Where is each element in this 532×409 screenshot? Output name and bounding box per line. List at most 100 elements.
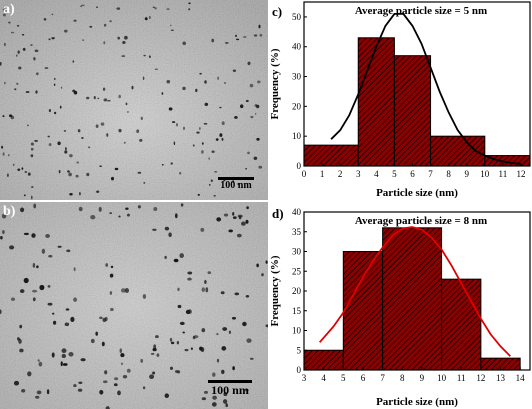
x-tick-label: 3	[356, 169, 361, 179]
nanoparticle	[169, 337, 173, 342]
nanoparticle	[201, 397, 207, 401]
nanoparticle	[9, 245, 15, 250]
nanoparticle	[195, 88, 198, 93]
y-axis-label: Frequency (%)	[269, 48, 281, 119]
nanoparticle	[51, 37, 55, 40]
nanoparticle	[64, 148, 67, 151]
nanoparticle	[31, 186, 34, 189]
nanoparticle	[23, 194, 26, 197]
nanoparticle	[164, 226, 170, 231]
nanoparticle	[121, 362, 123, 365]
nanoparticle	[216, 333, 219, 336]
nanoparticle	[204, 280, 207, 284]
x-tick-label: 10	[437, 373, 447, 383]
nanoparticle	[116, 7, 121, 10]
nanoparticle	[60, 86, 63, 89]
nanoparticle	[232, 366, 235, 371]
nanoparticle	[149, 374, 155, 379]
nanoparticle	[142, 76, 145, 81]
nanoparticle	[265, 260, 268, 264]
nanoparticle	[254, 113, 257, 115]
y-tick-label: 50	[292, 12, 302, 22]
nanoparticle	[131, 85, 134, 90]
nanoparticle	[122, 375, 128, 379]
nanoparticle	[53, 111, 57, 115]
nanoparticle	[168, 107, 173, 111]
nanoparticle	[36, 390, 42, 395]
nanoparticle	[61, 353, 66, 359]
nanoparticle	[119, 348, 122, 353]
nanoparticle	[109, 20, 112, 23]
nanoparticle	[21, 389, 26, 393]
nanoparticle	[212, 395, 217, 400]
nanoparticle	[73, 90, 78, 95]
nanoparticle	[103, 98, 108, 102]
x-tick-label: 11	[499, 169, 508, 179]
y-tick-label: 10	[292, 326, 302, 336]
nanoparticle	[3, 13, 6, 17]
nanoparticle	[201, 328, 206, 333]
nanoparticle	[86, 172, 90, 177]
nanoparticle	[47, 302, 53, 306]
x-tick-label: 9	[464, 169, 469, 179]
nanoparticle	[261, 273, 264, 277]
nanoparticle	[174, 370, 179, 373]
x-axis-label: Particle size (nm)	[376, 396, 458, 408]
chart-title: Average particle size = 8 nm	[355, 215, 487, 227]
nanoparticle	[69, 193, 73, 196]
nanoparticle	[221, 137, 224, 141]
y-tick-label: 10	[292, 131, 302, 141]
nanoparticle	[110, 265, 114, 269]
nanoparticle	[173, 141, 176, 145]
nanoparticle	[241, 221, 246, 226]
nanoparticle	[161, 92, 164, 95]
nanoparticle	[73, 384, 77, 388]
nanoparticle	[223, 392, 228, 397]
nanoparticle	[170, 29, 174, 32]
nanoparticle	[114, 167, 119, 171]
nanoparticle	[245, 167, 248, 170]
nanoparticle	[21, 34, 25, 36]
nanoparticle	[224, 42, 229, 44]
nanoparticle	[8, 114, 13, 118]
x-tick-label: 12	[476, 373, 485, 383]
x-tick-label: 14	[516, 373, 526, 383]
nanoparticle	[68, 352, 74, 357]
nanoparticle	[68, 172, 72, 177]
y-tick-label: 15	[292, 306, 302, 316]
nanoparticle	[109, 291, 113, 295]
nanoparticle	[53, 77, 56, 81]
nanoparticle	[225, 403, 228, 408]
nanoparticle	[204, 102, 209, 107]
y-tick-label: 40	[292, 207, 302, 217]
nanoparticle	[20, 207, 25, 213]
nanoparticle	[105, 406, 110, 409]
nanoparticle	[250, 115, 254, 119]
nanoparticle	[156, 353, 160, 357]
nanoparticle	[246, 338, 252, 343]
nanoparticle	[152, 6, 155, 9]
nanoparticle	[139, 138, 143, 142]
nanoparticle	[95, 331, 99, 336]
histogram-bar	[303, 144, 359, 167]
nanoparticle	[256, 104, 260, 109]
histogram-bar	[382, 227, 443, 371]
nanoparticle	[65, 308, 70, 311]
nanoparticle	[81, 137, 84, 139]
nanoparticle	[89, 25, 93, 28]
nanoparticle	[152, 347, 157, 352]
x-tick-label: 7	[428, 169, 433, 179]
nanoparticle	[46, 389, 50, 395]
nanoparticle	[221, 369, 225, 375]
nanoparticle	[43, 18, 47, 21]
nanoparticle	[168, 232, 172, 237]
nanoparticle	[143, 54, 146, 57]
nanoparticle	[87, 146, 91, 149]
nanoparticle	[38, 361, 43, 367]
x-tick-label: 10	[480, 169, 490, 179]
nanoparticle	[23, 277, 29, 284]
nanoparticle	[69, 154, 73, 158]
y-tick-label: 20	[292, 286, 302, 296]
nanoparticle	[223, 213, 229, 217]
nanoparticle	[245, 389, 249, 392]
